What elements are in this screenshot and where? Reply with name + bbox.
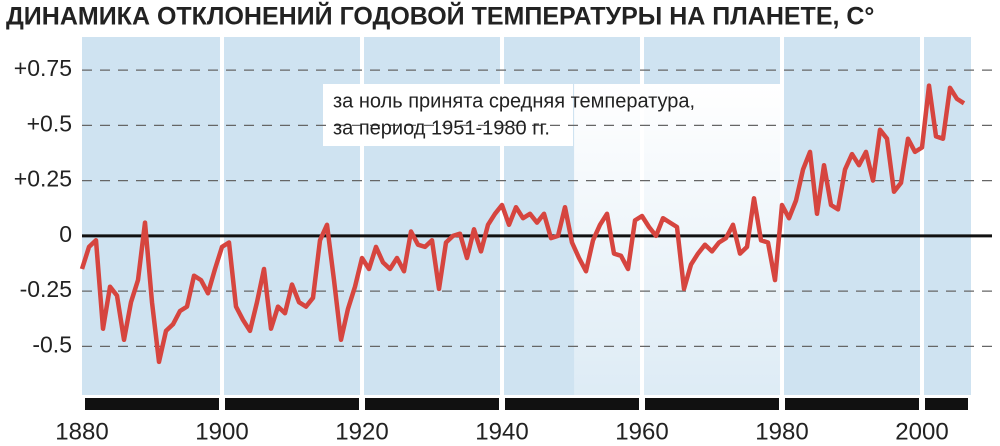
annotation: за ноль принята средняя температура, <box>333 90 695 112</box>
axis-bar <box>85 398 219 410</box>
y-tick-label: +0.25 <box>14 166 72 192</box>
data-line <box>79 83 966 365</box>
axis-bar <box>225 398 359 410</box>
chart-title: ДИНАМИКА ОТКЛОНЕНИЙ ГОДОВОЙ ТЕМПЕРАТУРЫ … <box>6 1 874 31</box>
axis-bar <box>785 398 919 410</box>
axis-bar <box>505 398 639 410</box>
x-tick-label: 1980 <box>755 418 808 445</box>
y-tick-label: -0.5 <box>32 331 72 357</box>
x-tick-label: 1920 <box>335 418 388 445</box>
axis-bar <box>365 398 499 410</box>
y-tick-label: -0.25 <box>20 276 72 302</box>
annotation-box <box>323 84 573 146</box>
x-tick-label: 1960 <box>615 418 668 445</box>
axis-bar <box>645 398 779 410</box>
x-tick-label: 1940 <box>475 418 528 445</box>
x-tick-label: 1900 <box>195 418 248 445</box>
y-tick-label: +0.5 <box>27 110 72 136</box>
y-tick-label: +0.75 <box>14 55 72 81</box>
annotation: за период 1951-1980 гг. <box>333 117 550 139</box>
x-tick-label: 1880 <box>55 418 108 445</box>
y-tick-label: 0 <box>59 221 72 247</box>
axis-bar <box>925 398 968 410</box>
x-tick-label: 2000 <box>895 418 948 445</box>
